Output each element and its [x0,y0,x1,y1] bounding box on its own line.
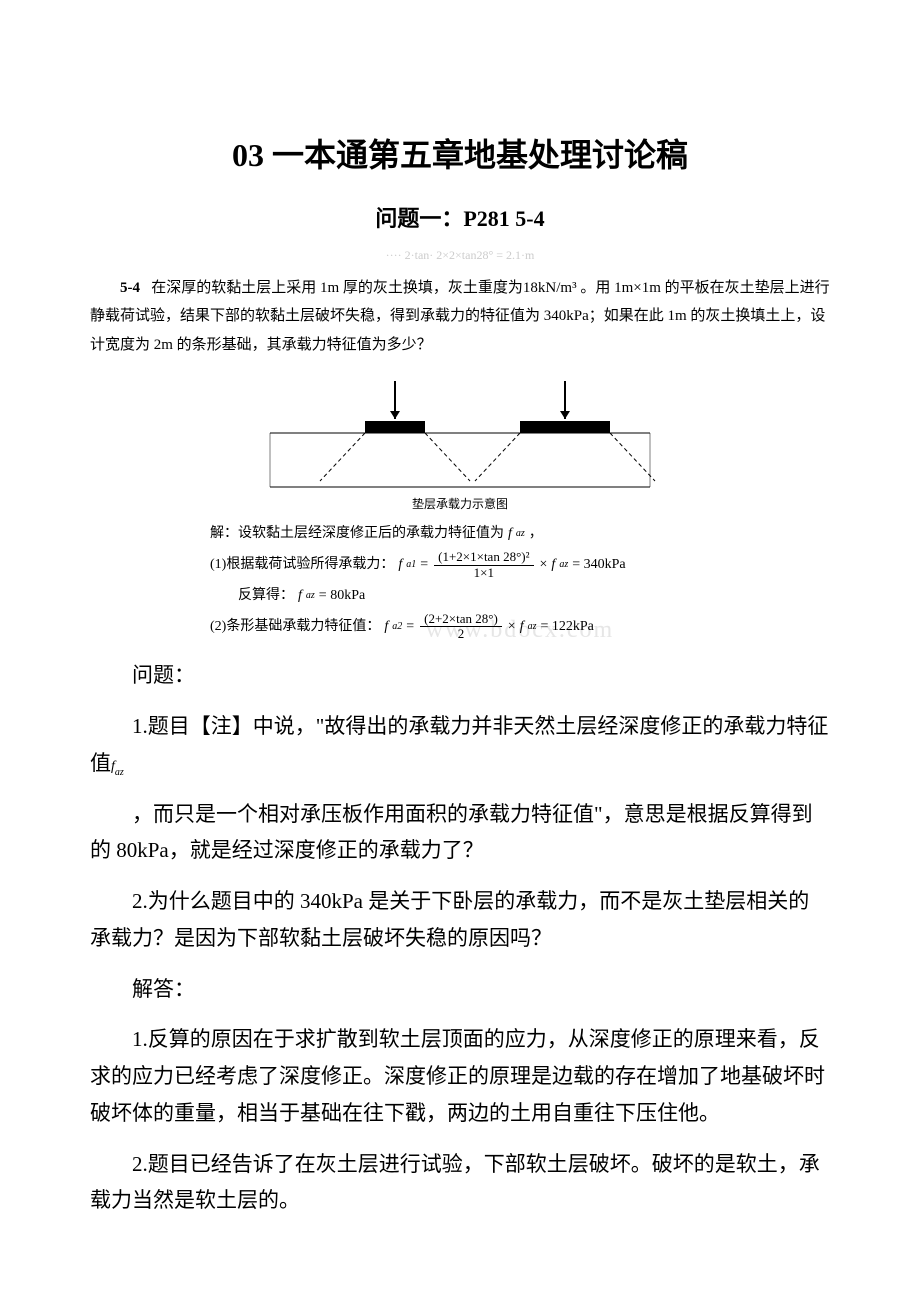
question-1a: 1.题目【注】中说，"故得出的承载力并非天然土层经深度修正的承载力特征值faz [90,708,830,782]
question-2: 2.为什么题目中的 340kPa 是关于下卧层的承载力，而不是灰土垫层相关的承载… [90,883,830,957]
answer-1: 1.反算的原因在于求扩散到软土层顶面的应力，从深度修正的原理来看，反求的应力已经… [90,1021,830,1131]
problem-text: 在深厚的软黏土层上采用 1m 厚的灰土换填，灰土重度为18kN/m³ 。用 1m… [90,280,830,353]
answer-header: 解答： [90,971,830,1008]
discussion-body: 问题： 1.题目【注】中说，"故得出的承载力并非天然土层经深度修正的承载力特征值… [90,657,830,1219]
page-title: 03 一本通第五章地基处理讨论稿 [90,130,830,181]
diagram-caption: 垫层承载力示意图 [90,495,830,514]
solution-step-1b: 反算得： faz = 80kPa [210,582,830,610]
solution-step-2: www.bdocx.com (2)条形基础承载力特征值： fa2 = (2+2×… [210,612,830,642]
problem-statement: 5-4 在深厚的软黏土层上采用 1m 厚的灰土换填，灰土重度为18kN/m³ 。… [90,274,830,360]
problem-number: 5-4 [120,280,140,296]
question-header: 问题： [90,657,830,694]
answer-2: 2.题目已经告诉了在灰土层进行试验，下部软土层破坏。破坏的是软土，承载力当然是软… [90,1146,830,1220]
faint-partial-text: ···· 2·tan· 2×2×tan28° = 2.1·m [90,246,830,265]
solution-step-1: (1)根据载荷试验所得承载力： fa1 = (1+2×1×tan 28°)² 1… [210,550,830,580]
section-subtitle: 问题一：P281 5-4 [90,201,830,236]
cushion-diagram [250,371,670,491]
solution-block: 解：设软黏土层经深度修正后的承载力特征值为 faz ， (1)根据载荷试验所得承… [90,520,830,641]
diagram-container [90,371,830,491]
question-1b: ，而只是一个相对承压板作用面积的承载力特征值"，意思是根据反算得到的 80kPa… [90,796,830,870]
solution-intro: 解：设软黏土层经深度修正后的承载力特征值为 faz ， [210,520,830,548]
